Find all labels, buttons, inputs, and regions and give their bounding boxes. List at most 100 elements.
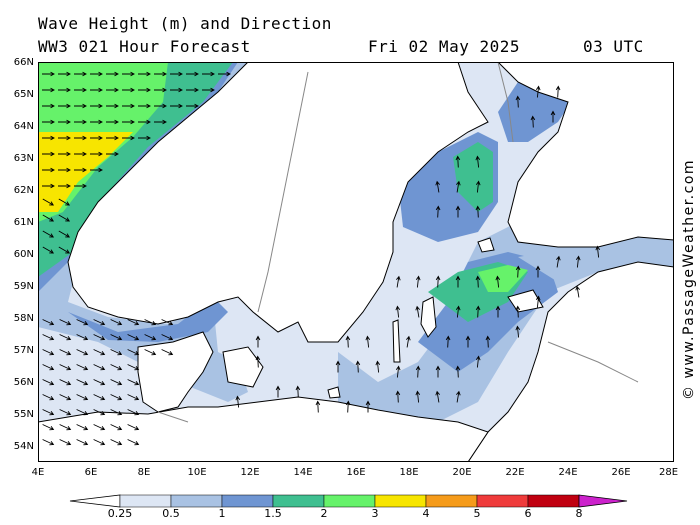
wave-arrow xyxy=(42,151,55,157)
wave-arrow xyxy=(138,135,151,141)
wave-arrow xyxy=(59,349,72,356)
legend-swatch xyxy=(527,494,580,508)
forecast-label: WW3 021 Hour Forecast xyxy=(38,37,251,56)
wave-arrow xyxy=(93,379,106,386)
chart-title: Wave Height (m) and Direction xyxy=(38,14,332,33)
wave-arrow xyxy=(90,167,103,173)
wave-arrow xyxy=(42,167,55,173)
legend-swatch xyxy=(170,494,223,508)
color-legend xyxy=(69,494,628,508)
lon-label: 22E xyxy=(505,467,525,478)
wave-arrow xyxy=(58,87,71,93)
wave-arrow xyxy=(93,349,106,356)
wave-arrow xyxy=(106,119,119,125)
wave-arrow xyxy=(186,103,199,109)
wave-arrow xyxy=(186,87,199,93)
legend-label: 5 xyxy=(473,507,481,520)
wave-arrow xyxy=(138,119,151,125)
lon-label: 8E xyxy=(137,467,151,478)
wave-arrow xyxy=(154,71,167,77)
wave-arrow xyxy=(74,103,87,109)
wave-arrow xyxy=(59,334,72,341)
wave-arrow xyxy=(456,180,461,193)
wave-map xyxy=(38,62,674,462)
wave-arrow xyxy=(90,151,103,157)
wave-arrow xyxy=(595,245,601,258)
lat-label: 63N xyxy=(13,153,34,164)
wave-arrow xyxy=(455,365,461,378)
wave-arrow xyxy=(406,335,411,348)
wave-arrow xyxy=(127,349,140,356)
wave-arrow xyxy=(345,400,351,413)
wave-arrow xyxy=(575,255,581,268)
wave-arrow xyxy=(345,335,351,348)
wave-arrow xyxy=(58,71,71,77)
wave-arrow xyxy=(255,335,261,348)
wave-arrow xyxy=(42,230,55,238)
legend-swatch xyxy=(119,494,172,508)
wave-arrow xyxy=(93,424,106,431)
land-jutland xyxy=(137,331,214,413)
field-gulf-finland xyxy=(518,237,674,282)
wave-arrow xyxy=(76,439,89,446)
lat-label: 61N xyxy=(13,217,34,228)
wave-arrow xyxy=(122,103,135,109)
wave-arrow xyxy=(435,275,441,288)
lon-label: 14E xyxy=(293,467,313,478)
wave-arrow xyxy=(255,355,261,368)
land-saaremaa xyxy=(507,289,544,313)
wave-arrow xyxy=(58,183,71,189)
wave-arrow xyxy=(127,409,140,416)
wave-arrow xyxy=(58,167,71,173)
wave-arrow xyxy=(42,439,55,446)
wave-arrow xyxy=(42,379,55,386)
wave-arrow xyxy=(127,424,140,431)
map-canvas xyxy=(38,62,674,462)
wave-arrow xyxy=(127,439,140,446)
wave-arrow xyxy=(375,360,381,373)
lon-label: 4E xyxy=(31,467,45,478)
wave-arrow xyxy=(76,424,89,431)
wave-arrow xyxy=(138,87,151,93)
lat-label: 56N xyxy=(13,377,34,388)
wave-arrow xyxy=(170,87,183,93)
wave-arrow xyxy=(455,305,461,318)
wave-arrow xyxy=(76,379,89,386)
wave-arrow xyxy=(93,409,106,416)
wave-arrow xyxy=(74,71,87,77)
lat-label: 59N xyxy=(13,281,34,292)
wave-arrow xyxy=(42,87,55,93)
wave-arrow xyxy=(535,85,541,98)
lat-label: 57N xyxy=(13,345,34,356)
wave-arrow xyxy=(415,275,421,288)
wave-arrow xyxy=(110,424,123,431)
wave-arrow xyxy=(58,198,71,206)
wave-arrow xyxy=(144,319,157,326)
legend-label: 8 xyxy=(575,507,583,520)
wave-arrow xyxy=(42,183,55,189)
land-masses xyxy=(38,62,674,462)
wave-arrow xyxy=(475,275,481,288)
wave-arrow xyxy=(127,394,140,401)
border-denmark-germany xyxy=(157,411,189,423)
legend-label: 6 xyxy=(524,507,532,520)
field-skagerrak xyxy=(68,297,228,342)
wave-arrow xyxy=(396,275,401,288)
wave-arrow xyxy=(93,439,106,446)
wave-arrow xyxy=(535,265,541,278)
lon-label: 18E xyxy=(399,467,419,478)
wave-arrow xyxy=(202,71,215,77)
wave-arrow xyxy=(456,390,461,403)
wave-arrow xyxy=(138,71,151,77)
wave-arrow xyxy=(445,335,451,348)
map-frame xyxy=(38,62,674,462)
wave-arrow xyxy=(218,71,231,77)
wave-arrow xyxy=(154,103,167,109)
wave-arrow xyxy=(42,198,55,206)
wave-arrow xyxy=(42,364,55,371)
wave-arrow xyxy=(76,349,89,356)
wave-arrow xyxy=(315,400,321,413)
wave-arrow xyxy=(76,409,89,416)
wave-arrow xyxy=(42,246,55,254)
wave-arrow xyxy=(74,87,87,93)
